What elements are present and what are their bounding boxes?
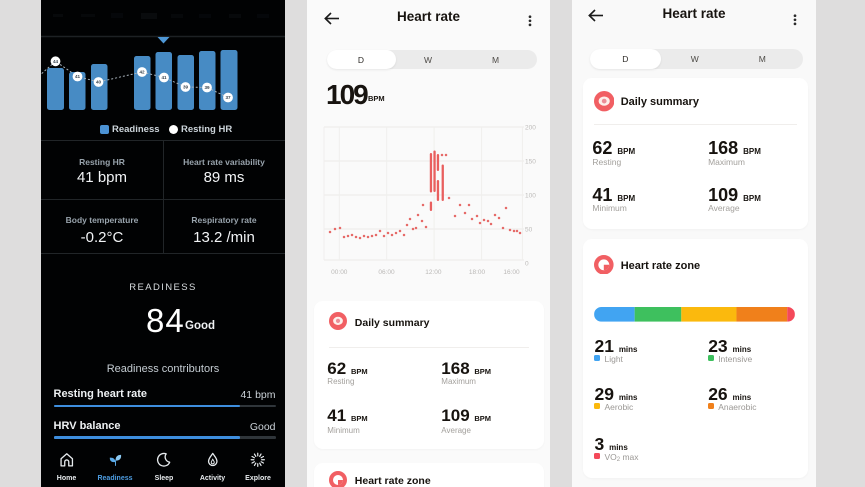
svg-text:18:00: 18:00	[469, 269, 486, 276]
svg-text:00:00: 00:00	[331, 269, 348, 276]
svg-text:39: 39	[183, 85, 189, 90]
svg-text:39: 39	[204, 85, 210, 90]
svg-text:0: 0	[525, 261, 529, 268]
svg-text:100: 100	[525, 193, 536, 200]
svg-text:200: 200	[525, 125, 536, 132]
svg-text:37: 37	[225, 95, 231, 100]
svg-text:40: 40	[96, 80, 102, 85]
svg-text:12:00: 12:00	[425, 269, 442, 276]
svg-text:150: 150	[525, 159, 536, 166]
svg-text:50: 50	[525, 227, 533, 234]
svg-text:41: 41	[75, 74, 81, 79]
svg-text:44: 44	[53, 59, 59, 64]
svg-text:06:00: 06:00	[378, 269, 395, 276]
svg-text:41: 41	[161, 75, 167, 80]
svg-text:16:00: 16:00	[503, 269, 520, 276]
svg-text:42: 42	[139, 70, 145, 75]
